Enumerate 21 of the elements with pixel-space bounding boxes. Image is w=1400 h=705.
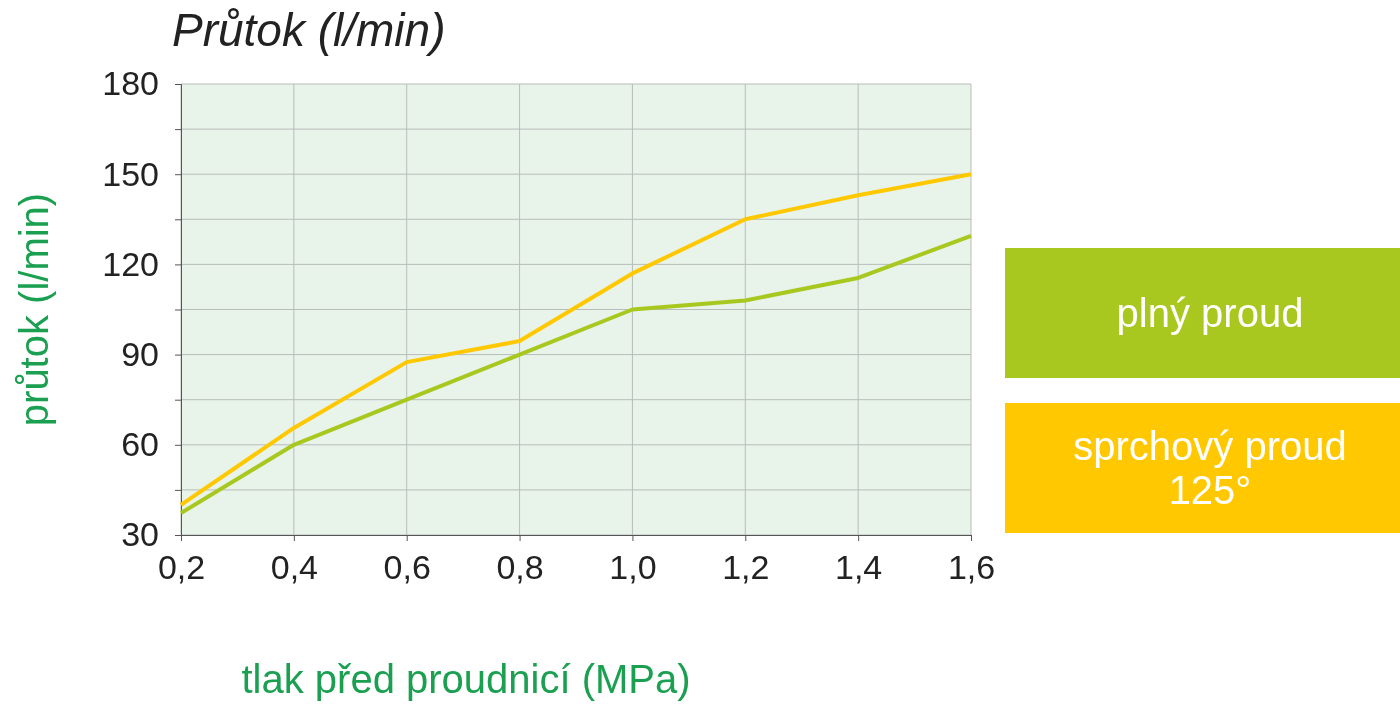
x-tick-label: 1,6 — [947, 548, 996, 587]
x-tick-label: 0,2 — [157, 548, 206, 587]
y-tick-label: 180 — [102, 64, 159, 103]
y-tick-label: 150 — [102, 154, 159, 193]
y-tick-label: 30 — [121, 515, 159, 554]
x-tick-label: 0,4 — [270, 548, 318, 587]
line-series — [179, 172, 973, 507]
y-axis-title: průtok (l/min) — [12, 192, 56, 427]
x-tick-label: 1,0 — [609, 548, 657, 587]
x-tick-label: 0,8 — [496, 548, 544, 587]
chart-title: Průtok (l/min) — [172, 4, 446, 56]
y-tick-label: 60 — [121, 425, 159, 464]
x-tick-label: 1,4 — [835, 548, 883, 587]
line-series — [179, 233, 973, 516]
y-tick-label: 120 — [102, 244, 159, 283]
text: sprchový proud 125° — [1073, 424, 1347, 512]
x-axis-title: tlak před proudnicí (MPa) — [241, 657, 691, 701]
x-tick-label: 1,2 — [722, 548, 770, 587]
text: plný proud — [1116, 291, 1304, 335]
x-tick-label: 0,6 — [383, 548, 431, 587]
y-tick-label: 90 — [121, 334, 159, 373]
